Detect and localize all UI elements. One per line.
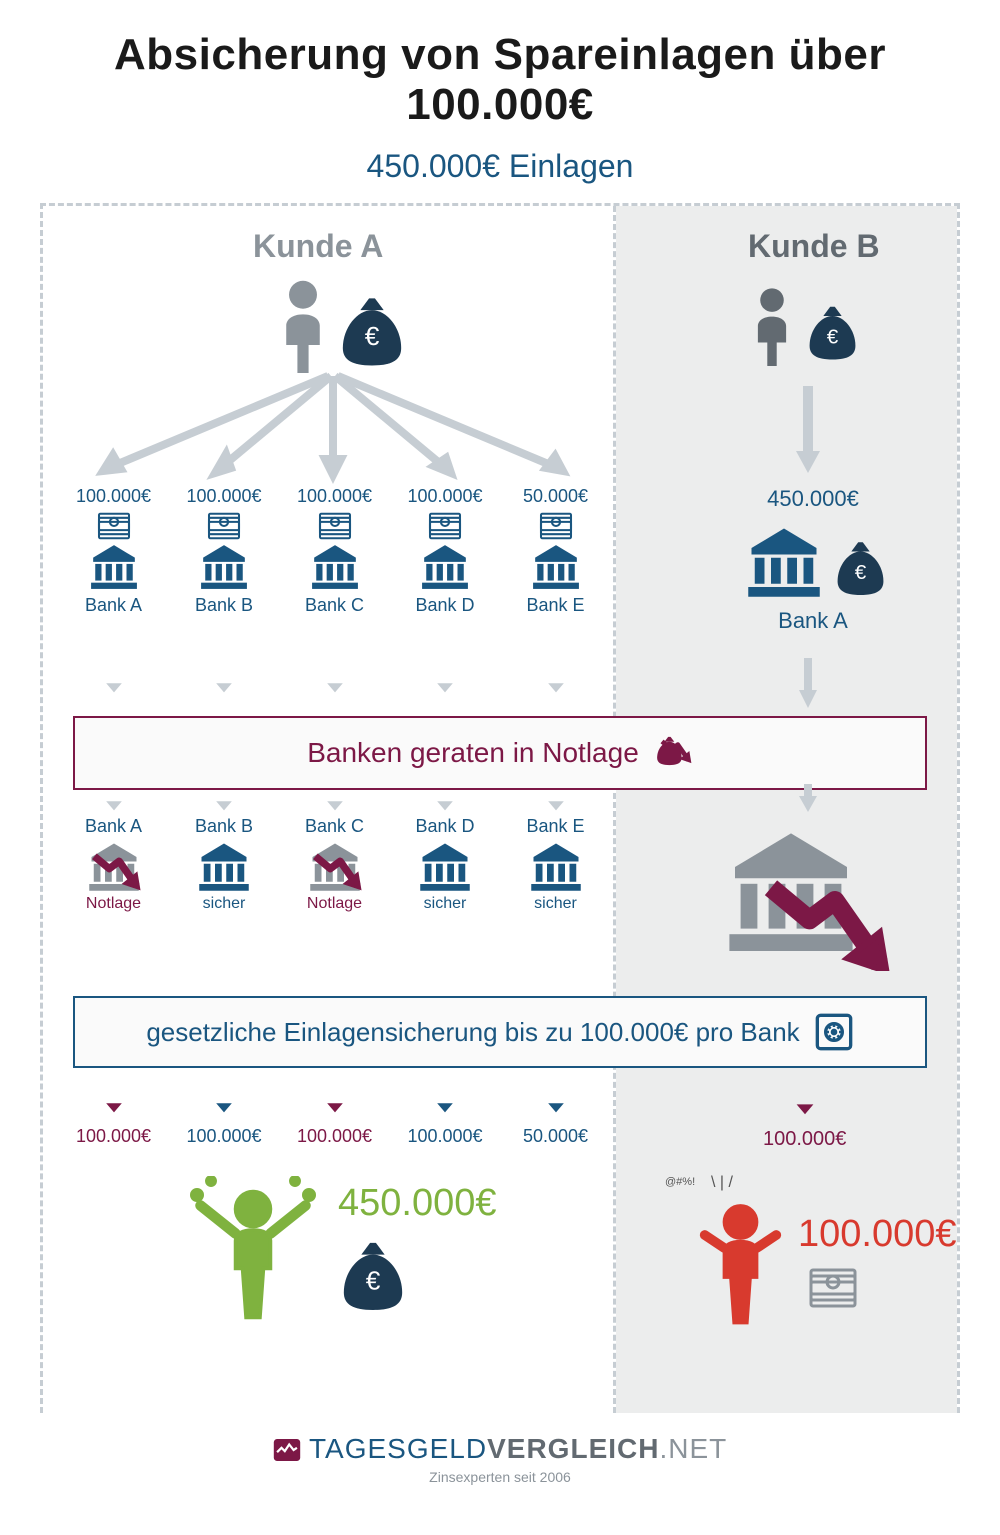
customer-b-label: Kunde B bbox=[748, 228, 880, 265]
bank-status: Bank E sicher bbox=[503, 816, 608, 913]
bank-icon bbox=[194, 839, 254, 893]
bank-col: 50.000€ Bank E bbox=[503, 486, 608, 616]
payout: 50.000€ bbox=[503, 1084, 608, 1147]
cash-icon bbox=[418, 511, 472, 541]
bank-icon bbox=[526, 839, 586, 893]
arrow-down-icon bbox=[101, 656, 127, 708]
safe-icon bbox=[814, 1012, 854, 1052]
bank-icon bbox=[528, 541, 584, 591]
bank-icon bbox=[417, 541, 473, 591]
banks-a-row: 100.000€ Bank A 100.000€ Bank B 100.000€… bbox=[61, 486, 608, 616]
result-a: 450.000€ € bbox=[183, 1176, 497, 1326]
money-bag-icon: € bbox=[338, 1235, 408, 1315]
bank-col: 100.000€ Bank B bbox=[172, 486, 277, 616]
bank-col: 100.000€ Bank A bbox=[61, 486, 166, 616]
bank-status: Bank C Notlage bbox=[282, 816, 387, 913]
spread-arrows-a bbox=[73, 371, 593, 486]
bank-icon bbox=[84, 839, 144, 893]
arrow-down-icon bbox=[211, 1084, 237, 1120]
bank-col: 100.000€ Bank C bbox=[282, 486, 387, 616]
bank-icon bbox=[196, 541, 252, 591]
page-title: Absicherung von Spareinlagen über 100.00… bbox=[40, 30, 960, 130]
bank-icon bbox=[305, 839, 365, 893]
arrow-down-icon bbox=[322, 786, 348, 814]
arrow-down-icon bbox=[322, 1084, 348, 1120]
payout: 100.000€ bbox=[61, 1084, 166, 1147]
logo-icon bbox=[273, 1439, 301, 1461]
payout: 100.000€ bbox=[172, 1084, 277, 1147]
bank-col: 100.000€ Bank D bbox=[393, 486, 498, 616]
bank-b: 450.000€ € Bank A bbox=[723, 486, 903, 634]
bank-status: Bank D sicher bbox=[393, 816, 498, 913]
cash-icon bbox=[529, 511, 583, 541]
footer: TAGESGELDVERGLEICH.NET Zinsexperten seit… bbox=[40, 1413, 960, 1515]
customer-b-icon: € bbox=[743, 286, 860, 371]
happy-person-icon bbox=[183, 1176, 323, 1326]
crisis-box: Banken geraten in Notlage bbox=[73, 716, 927, 790]
svg-text:€: € bbox=[827, 325, 839, 348]
arrow-down-icon bbox=[211, 656, 237, 708]
arrow-down-icon bbox=[101, 786, 127, 814]
arrow-down-icon bbox=[432, 1084, 458, 1120]
arrow-down-icon bbox=[101, 1084, 127, 1120]
guarantee-box: gesetzliche Einlagensicherung bis zu 100… bbox=[73, 996, 927, 1068]
svg-text:€: € bbox=[365, 321, 380, 351]
angry-person-icon bbox=[693, 1196, 788, 1326]
customer-a-icon: € bbox=[268, 278, 407, 378]
arrow-b-to-crisis bbox=[793, 656, 823, 711]
crisis-icon bbox=[651, 732, 693, 774]
payout: 100.000€ bbox=[393, 1084, 498, 1147]
customer-a-label: Kunde A bbox=[253, 228, 383, 265]
arrow-b-down-1 bbox=[788, 381, 828, 476]
arrow-down-icon bbox=[791, 1084, 819, 1122]
bank-icon bbox=[739, 522, 829, 600]
arrow-down-icon bbox=[543, 656, 569, 708]
arrows-a-to-crisis bbox=[61, 656, 608, 713]
arrow-down-icon bbox=[211, 786, 237, 814]
cash-icon bbox=[197, 511, 251, 541]
cash-icon bbox=[87, 511, 141, 541]
payout-b: 100.000€ bbox=[763, 1084, 846, 1151]
bank-status-row: Bank A Notlage Bank B sicher Bank C Notl… bbox=[61, 816, 608, 913]
svg-text:€: € bbox=[854, 561, 866, 584]
diagram-canvas: Kunde A Kunde B € € bbox=[40, 203, 960, 1413]
payout: 100.000€ bbox=[282, 1084, 387, 1147]
bank-status: Bank A Notlage bbox=[61, 816, 166, 913]
svg-text:€: € bbox=[366, 1266, 381, 1296]
arrow-down-icon bbox=[543, 1084, 569, 1120]
arrow-down-icon bbox=[322, 656, 348, 708]
bank-b-crash bbox=[703, 811, 903, 976]
bank-icon bbox=[86, 541, 142, 591]
bank-icon bbox=[307, 541, 363, 591]
subtitle: 450.000€ Einlagen bbox=[40, 148, 960, 185]
payouts-a: 100.000€ 100.000€ 100.000€ 100.000€ 50.0… bbox=[61, 1084, 608, 1147]
cash-icon bbox=[308, 511, 362, 541]
bank-icon bbox=[415, 839, 475, 893]
arrow-down-icon bbox=[543, 786, 569, 814]
result-b: @#%! \ | / 100.000€ bbox=[693, 1196, 957, 1331]
arrow-down-icon bbox=[432, 786, 458, 814]
bank-status: Bank B sicher bbox=[172, 816, 277, 913]
cash-icon bbox=[798, 1266, 868, 1310]
money-bag-icon: € bbox=[833, 535, 888, 600]
arrow-down-icon bbox=[432, 656, 458, 708]
